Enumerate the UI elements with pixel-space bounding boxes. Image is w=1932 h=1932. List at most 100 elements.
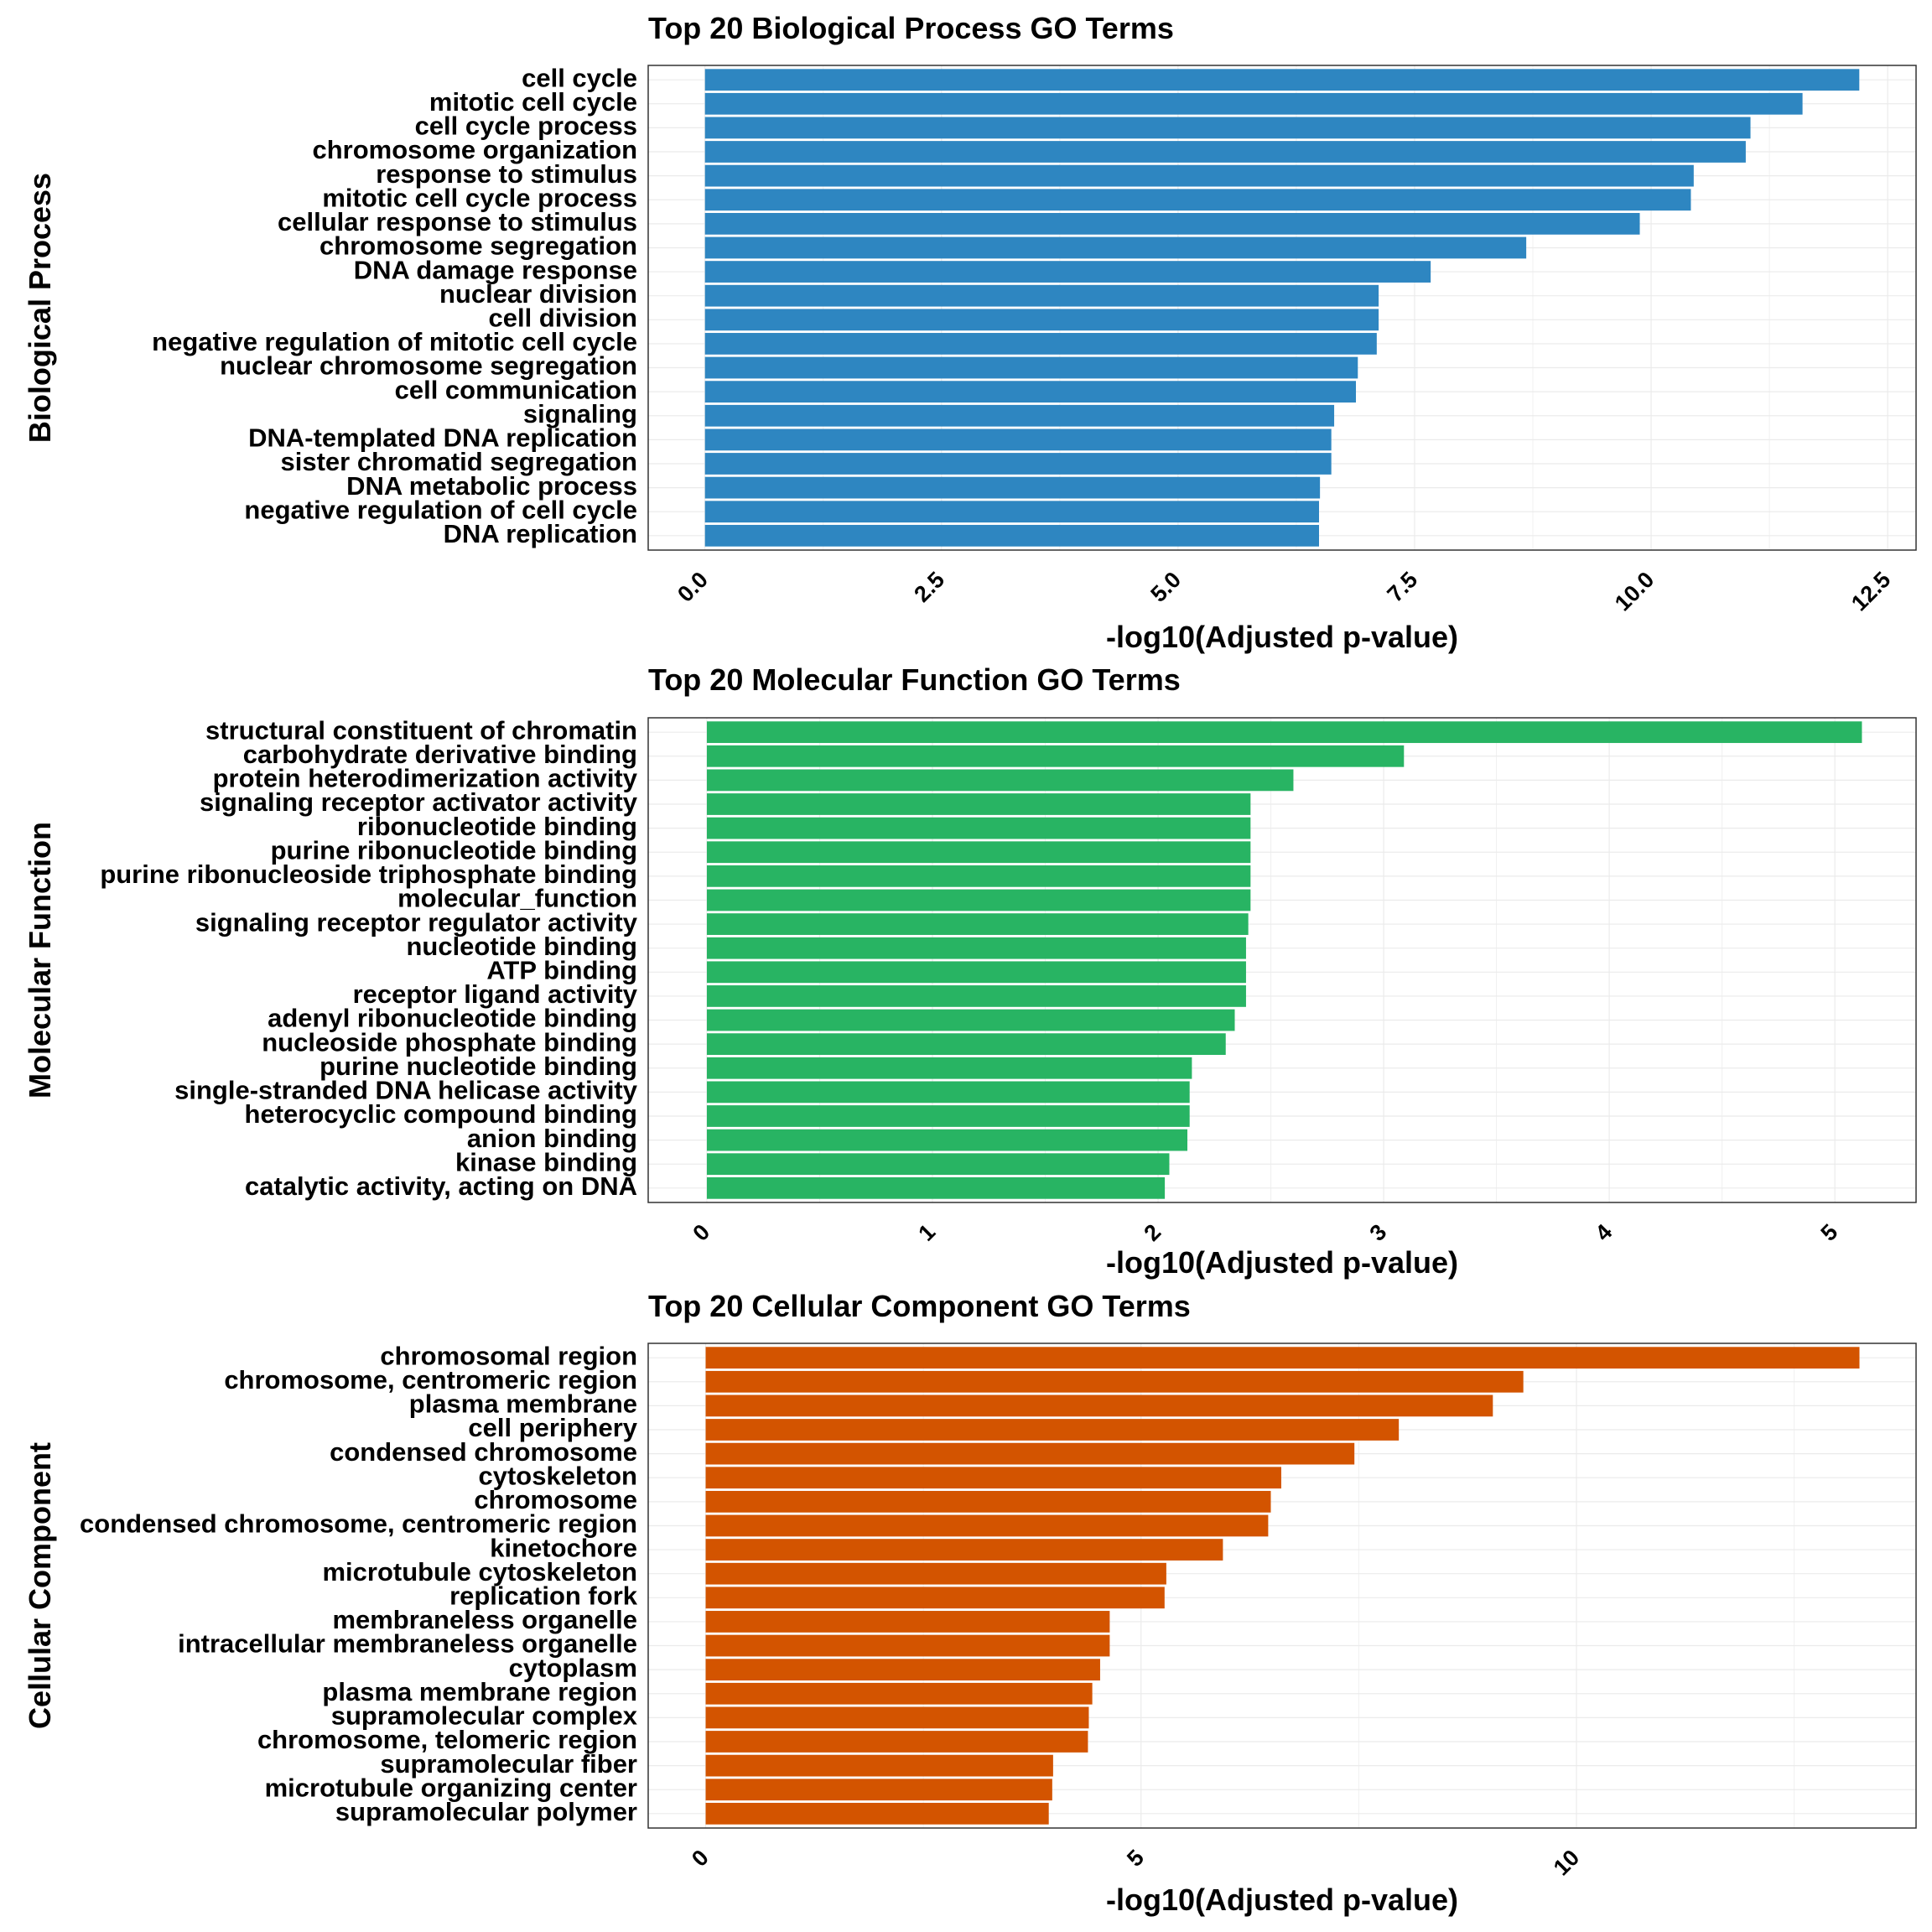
bar [705,1659,1100,1681]
molecular-function-panel: Top 20 Molecular Function GO Terms struc… [23,662,1917,1280]
category-label: membraneless organelle [332,1605,637,1634]
bar [704,476,1321,499]
category-label: molecular_function [397,884,637,913]
category-label: intracellular membraneless organelle [178,1629,637,1659]
bars [704,69,1860,547]
category-label: structural constituent of chromatin [205,715,637,745]
bar [704,236,1527,259]
bar [705,1779,1052,1801]
category-label: microtubule organizing center [265,1773,637,1802]
bar [705,1587,1165,1609]
category-label: plasma membrane region [322,1677,637,1706]
bar [704,333,1377,355]
bars [706,721,1862,1199]
bar [704,284,1379,307]
bar [705,1754,1053,1777]
bar [704,141,1746,163]
bar [706,985,1246,1007]
bar [705,1442,1355,1465]
bar [704,164,1694,187]
bar [704,212,1640,235]
category-label: heterocyclic compound binding [245,1099,637,1129]
category-label: anion binding [467,1124,637,1153]
category-label: receptor ligand activity [353,979,638,1009]
category-label: chromosomal region [380,1341,637,1370]
x-axis-label: -log10(Adjusted p-value) [1106,620,1458,654]
bar [706,769,1294,792]
category-label: nucleoside phosphate binding [262,1027,637,1057]
category-label: adenyl ribonucleotide binding [267,1004,637,1033]
bar [705,1562,1166,1585]
category-label: sister chromatid segregation [280,447,637,476]
category-label: catalytic activity, acting on DNA [245,1171,637,1201]
category-label: cellular response to stimulus [278,207,637,236]
y-axis-label: Biological Process [23,173,57,443]
category-label: chromosome, telomeric region [257,1725,637,1754]
bar [705,1682,1093,1705]
bar [704,381,1357,403]
bar [706,1081,1190,1104]
bar [704,261,1431,283]
bar [705,1731,1088,1753]
bar [706,961,1246,984]
category-label: nuclear chromosome segregation [220,351,637,381]
category-label: ribonucleotide binding [357,812,637,841]
bar [704,501,1320,523]
category-label: carbohydrate derivative binding [243,740,637,769]
bar [706,913,1249,935]
chart-title: Top 20 Molecular Function GO Terms [648,662,1181,697]
bar [706,721,1862,744]
chart-title: Top 20 Cellular Component GO Terms [648,1289,1191,1323]
category-label: condensed chromosome [330,1437,637,1467]
bar [704,404,1335,427]
category-label: supramolecular polymer [335,1797,637,1826]
bar [705,1611,1110,1633]
bar [706,1129,1188,1151]
category-label: DNA-templated DNA replication [248,423,637,453]
bar [706,841,1251,864]
bar [706,817,1251,839]
bar [705,1467,1281,1489]
category-label: purine ribonucleoside triphosphate bindi… [100,860,637,889]
bar [704,428,1332,451]
category-labels: structural constituent of chromatincarbo… [100,715,637,1201]
category-label: signaling receptor activator activity [200,787,638,817]
bar [706,865,1251,887]
chart-title: Top 20 Biological Process GO Terms [648,11,1174,45]
bar [705,1370,1524,1393]
category-label: chromosome, centromeric region [224,1365,637,1394]
bar [706,889,1251,911]
bar [706,745,1405,767]
category-label: replication fork [449,1581,638,1610]
category-label: cell periphery [468,1413,637,1442]
plot-border [647,1343,1917,1829]
category-label: cell division [489,303,637,332]
plot-border [647,717,1917,1203]
x-axis-label: -log10(Adjusted p-value) [1106,1883,1458,1917]
cellular-component-panel: Top 20 Cellular Component GO Terms chrom… [23,1289,1917,1917]
plot-border [647,65,1917,551]
category-label: supramolecular fiber [380,1749,637,1779]
category-label: signaling receptor regulator activity [195,907,638,937]
category-label: cytoplasm [509,1653,637,1682]
category-label: purine nucleotide binding [319,1052,637,1081]
bar [705,1394,1493,1417]
category-label: chromosome segregation [319,231,637,261]
bar [704,453,1332,475]
category-label: microtubule cytoskeleton [322,1557,637,1587]
category-label: kinase binding [455,1147,637,1176]
bar [704,356,1358,379]
category-label: protein heterodimerization activity [213,764,638,793]
bar [706,1105,1190,1127]
category-label: mitotic cell cycle [429,87,637,117]
category-label: DNA damage response [354,255,637,284]
category-label: DNA metabolic process [346,471,637,501]
bar [705,1802,1049,1825]
bar [706,1153,1170,1176]
category-label: chromosome organization [312,135,637,164]
category-label: cytoskeleton [478,1461,637,1490]
bar [705,1347,1860,1369]
category-label: plasma membrane [409,1389,637,1419]
